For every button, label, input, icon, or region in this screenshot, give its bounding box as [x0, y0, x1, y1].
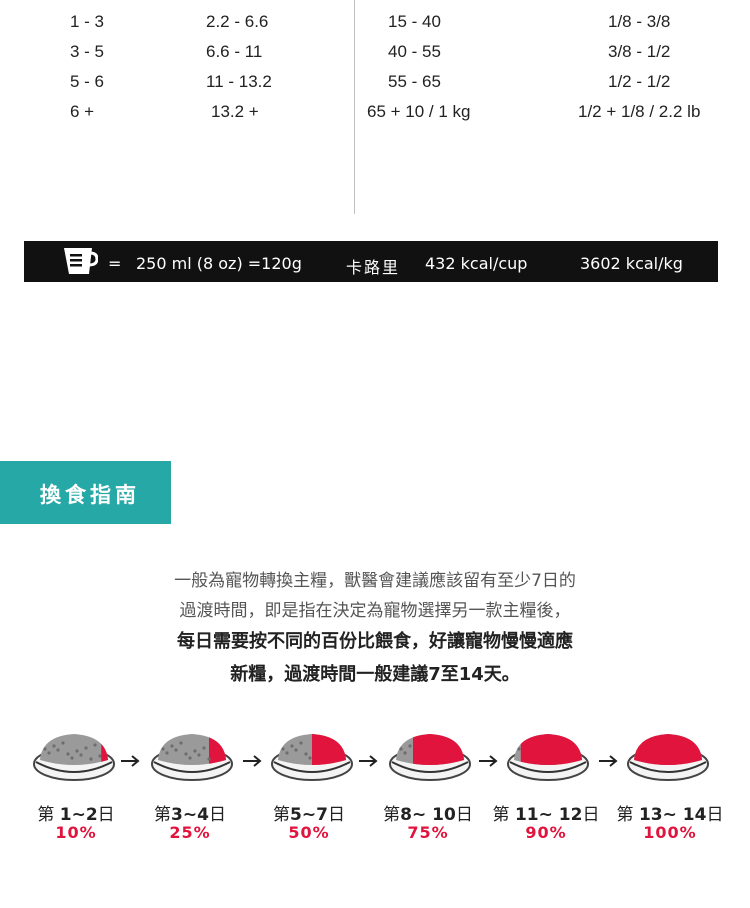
- calorie-label: 卡路里: [346, 258, 401, 277]
- table-cell-grams: 15 - 40: [388, 12, 441, 31]
- food-bowl-icon: [33, 734, 115, 781]
- table-cell-cups: 1/8 - 3/8: [608, 12, 671, 31]
- cup-measure: 250 ml (8 oz) =120g: [136, 254, 302, 273]
- equals-sign: =: [108, 254, 122, 273]
- food-bowl-icon: [271, 734, 353, 781]
- table-cell-kg: 3 - 5: [70, 42, 105, 61]
- table-cell-cups: 1/2 - 1/2: [608, 72, 671, 91]
- stage-percent: 75%: [407, 823, 449, 842]
- table-cell-lb: 6.6 - 11: [206, 42, 263, 61]
- stage-day-label: 第 1~2日: [37, 805, 115, 825]
- arrow-right-icon: [243, 755, 262, 767]
- arrow-right-icon: [359, 755, 378, 767]
- table-cell-grams: 65 + 10 / 1 kg: [367, 102, 471, 121]
- table-cell-lb: 2.2 - 6.6: [206, 12, 269, 31]
- bold-line-1: 每日需要按不同的百份比餵食，好讓寵物慢慢適應: [177, 631, 573, 652]
- stage-day-label: 第3~4日: [154, 805, 226, 825]
- kcal-per-cup: 432 kcal/cup: [425, 254, 528, 273]
- kcal-per-kg: 3602 kcal/kg: [580, 254, 683, 273]
- stage-day-label: 第 11~ 12日: [492, 805, 600, 825]
- food-bowl-icon: [389, 734, 471, 781]
- arrow-right-icon: [599, 755, 618, 767]
- food-bowl-icon: [151, 734, 233, 781]
- table-cell-lb: 13.2 +: [211, 102, 259, 121]
- section-tab: 換食指南: [0, 461, 171, 524]
- stage-percent: 25%: [169, 823, 211, 842]
- table-cell-kg: 6 +: [70, 102, 95, 121]
- table-cell-grams: 55 - 65: [388, 72, 441, 91]
- table-cell-kg: 1 - 3: [70, 12, 105, 31]
- stage-day-label: 第8~ 10日: [383, 805, 473, 825]
- intro-line-1: 一般為寵物轉換主糧，獸醫會建議應該留有至少7日的: [174, 571, 576, 591]
- table-cell-cups: 1/2 + 1/8 / 2.2 lb: [578, 102, 701, 121]
- stage-percent: 100%: [643, 823, 697, 842]
- table-cell-grams: 40 - 55: [388, 42, 441, 61]
- calorie-bar: = 250 ml (8 oz) =120g 卡路里 432 kcal/cup 3…: [24, 241, 718, 282]
- stage-percent: 50%: [288, 823, 330, 842]
- stage-percent: 90%: [525, 823, 567, 842]
- stage-percent: 10%: [55, 823, 97, 842]
- stage-day-label: 第 13~ 14日: [616, 805, 724, 825]
- table-cell-lb: 11 - 13.2: [206, 72, 272, 91]
- section-title: 換食指南: [40, 483, 140, 507]
- food-bowl-icon: [627, 734, 709, 781]
- stage-day-label: 第5~7日: [273, 805, 345, 825]
- arrow-right-icon: [121, 755, 140, 767]
- table-divider: [354, 0, 355, 214]
- table-cell-cups: 3/8 - 1/2: [608, 42, 671, 61]
- table-cell-kg: 5 - 6: [70, 72, 105, 91]
- intro-line-2: 過渡時間，即是指在決定為寵物選擇另一款主糧後，: [179, 601, 571, 621]
- food-bowl-icon: [507, 734, 589, 781]
- bold-line-2: 新糧，過渡時間一般建議7至14天。: [230, 664, 520, 685]
- arrow-right-icon: [479, 755, 498, 767]
- measuring-cup-icon: [64, 248, 98, 274]
